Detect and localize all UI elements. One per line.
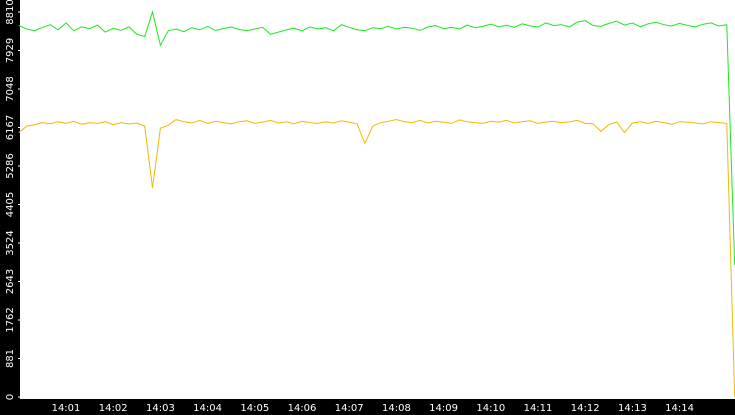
x-tick-label: 14:01 bbox=[52, 403, 81, 414]
x-tick-label: 14:13 bbox=[618, 403, 647, 414]
y-tick-label: 8810 bbox=[5, 0, 16, 25]
x-tick-label: 14:07 bbox=[335, 403, 364, 414]
x-axis-strip bbox=[0, 399, 735, 415]
x-tick-label: 14:14 bbox=[665, 403, 694, 414]
x-tick-label: 14:04 bbox=[193, 403, 222, 414]
x-tick-label: 14:08 bbox=[382, 403, 411, 414]
x-tick-label: 14:03 bbox=[146, 403, 175, 414]
data-line bbox=[18, 118, 735, 398]
y-tick-label: 7929 bbox=[5, 38, 16, 63]
y-tick-label: 3524 bbox=[5, 230, 16, 255]
y-tick-label: 2643 bbox=[5, 269, 16, 294]
x-tick-label: 14:11 bbox=[524, 403, 553, 414]
x-tick-label: 14:02 bbox=[99, 403, 128, 414]
x-tick-label: 14:12 bbox=[571, 403, 600, 414]
y-tick-label: 6167 bbox=[5, 115, 16, 140]
y-tick-label: 5286 bbox=[5, 153, 16, 178]
y-tick-label: 4405 bbox=[5, 192, 16, 217]
x-tick-label: 14:06 bbox=[288, 403, 317, 414]
x-tick-label: 14:10 bbox=[476, 403, 505, 414]
y-tick-label: 881 bbox=[5, 349, 16, 368]
y-axis-strip bbox=[0, 0, 20, 415]
y-tick-label: 0 bbox=[5, 394, 16, 400]
data-line bbox=[18, 10, 735, 266]
y-tick-label: 1762 bbox=[5, 307, 16, 332]
y-tick-label: 7048 bbox=[5, 76, 16, 101]
x-tick-label: 14:09 bbox=[429, 403, 458, 414]
x-tick-label: 14:05 bbox=[240, 403, 269, 414]
